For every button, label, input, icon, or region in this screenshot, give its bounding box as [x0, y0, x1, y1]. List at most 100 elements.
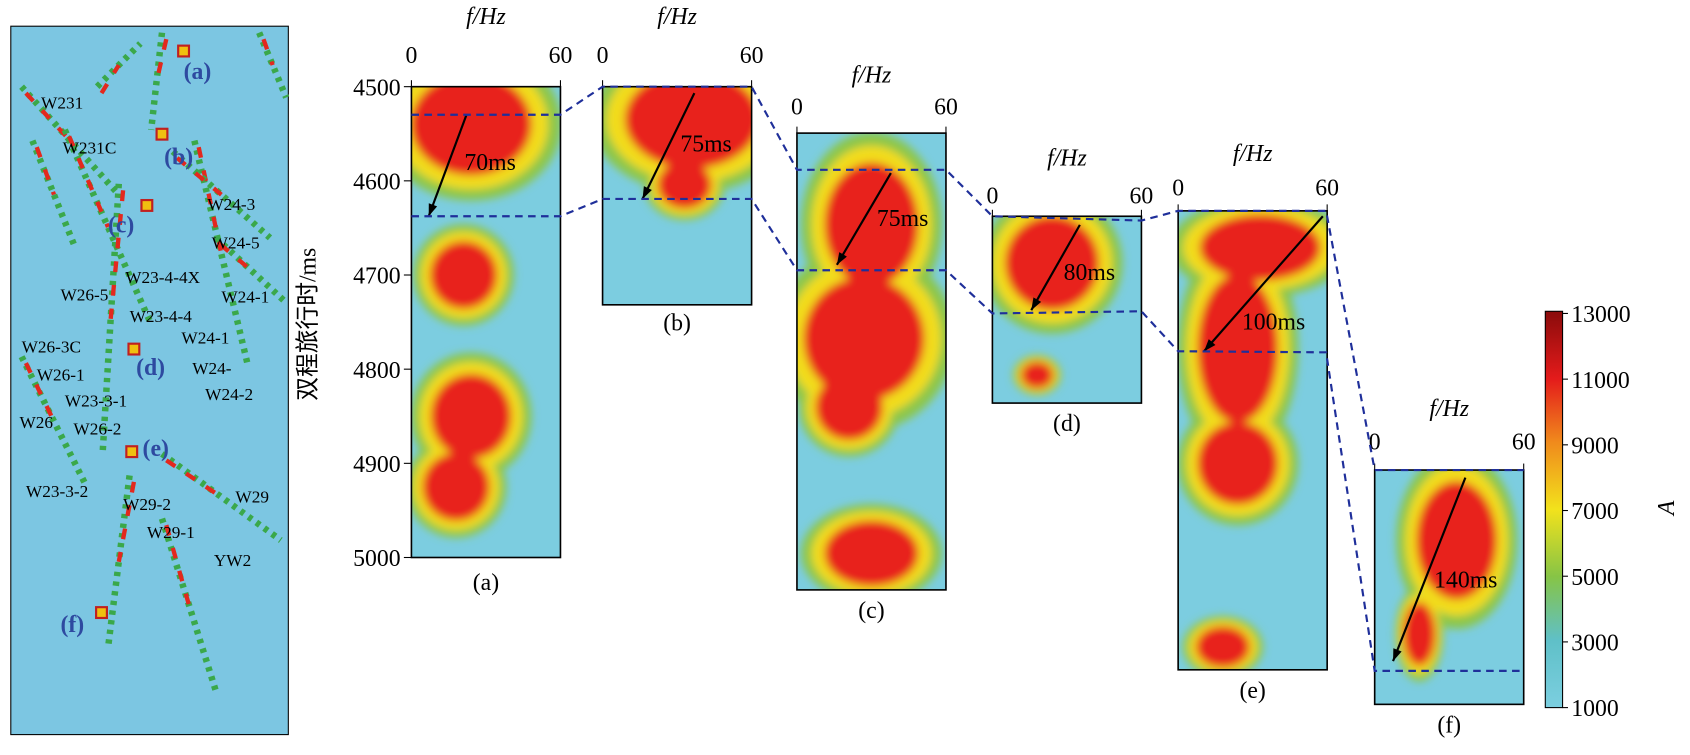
heat-blob	[1403, 602, 1436, 666]
map-streak	[61, 128, 155, 326]
x-tick-label: 0	[1172, 176, 1184, 202]
map-streak	[218, 242, 253, 272]
heat-blob	[411, 86, 532, 176]
heat-blob	[803, 276, 925, 401]
annotation: 70ms	[464, 150, 515, 176]
map-streak	[213, 235, 289, 306]
map-streak	[23, 362, 56, 423]
panel-label: (b)	[663, 311, 691, 337]
arrow-head	[428, 203, 438, 217]
heat-blob	[430, 241, 498, 309]
x-axis-label: f/Hz	[1233, 141, 1273, 167]
x-tick-label: 0	[405, 43, 417, 69]
panel-frame	[991, 215, 1143, 404]
arrow-head	[1031, 297, 1042, 311]
heatmap	[796, 133, 946, 590]
y-axis-label: 双程旅行时/ms	[294, 248, 321, 401]
site-marker	[127, 342, 141, 356]
heat-blob	[824, 520, 919, 587]
well-label: W23-3-2	[26, 482, 88, 501]
panel-frame	[1177, 210, 1328, 671]
well-label: W26-3C	[22, 337, 81, 356]
panel-frame	[410, 85, 562, 559]
well-label: YW2	[214, 551, 251, 570]
well-label: W231C	[63, 139, 117, 158]
arrow	[641, 92, 696, 200]
well-label: W26-5	[60, 285, 108, 304]
heat-blob	[624, 86, 752, 169]
site-marker	[140, 198, 154, 212]
arrow	[427, 114, 468, 217]
heatmap	[1395, 470, 1517, 682]
heat-blob	[422, 452, 490, 521]
site-label: (c)	[108, 212, 134, 238]
arrow-head	[1204, 339, 1216, 352]
heatmap	[1178, 210, 1328, 670]
dashed-horizon	[411, 197, 1524, 672]
heat-blob	[1199, 214, 1321, 281]
y-tick-label: 5000	[353, 546, 401, 572]
map-streak	[99, 183, 123, 455]
heat-blob	[1196, 626, 1250, 668]
x-tick-label: 0	[986, 183, 998, 209]
panel-label: (a)	[473, 570, 499, 596]
y-tick-label: 4900	[353, 452, 401, 478]
colorbar-tick-label: 1000	[1571, 696, 1619, 722]
heat-blob	[657, 161, 712, 209]
x-tick-label: 60	[740, 43, 764, 69]
arrow-head	[836, 252, 847, 265]
heat-blob	[430, 373, 512, 459]
colorbar-tick-label: 7000	[1571, 499, 1619, 525]
y-tick-label: 4600	[353, 169, 401, 195]
map-streak	[34, 146, 57, 196]
panel-frame	[1373, 469, 1525, 706]
x-tick-label: 0	[791, 95, 803, 121]
well-label: W24-5	[212, 234, 260, 253]
arrow	[1392, 477, 1467, 662]
x-axis-label: f/Hz	[1047, 146, 1087, 172]
spectrum-panel: 0 60 f/Hz (e) 100ms	[1172, 141, 1339, 704]
x-axis-label: f/Hz	[1429, 396, 1469, 422]
annotation: 80ms	[1064, 260, 1115, 286]
well-label: W26-2	[73, 419, 121, 438]
spectrum-panel: 0 60 f/Hz (a) 70ms	[405, 4, 572, 596]
panel-label: (d)	[1053, 411, 1081, 437]
map-streak	[261, 38, 275, 66]
map-streak	[165, 458, 223, 499]
x-tick-label: 60	[1315, 176, 1339, 202]
heat-blob	[815, 374, 883, 441]
x-tick-label: 60	[934, 95, 958, 121]
site-label: (b)	[164, 144, 193, 170]
map-streak	[158, 517, 220, 693]
map-frame	[10, 25, 289, 736]
map: W231 W231C W24-3 W24-5 W23-4-4X W26-5 W24-1 W23…	[18, 31, 290, 693]
well-label: W24-3	[207, 195, 255, 214]
site-marker	[155, 127, 169, 141]
heat-blob	[824, 162, 919, 287]
spectrum-panel: 0 60 f/Hz (c) 75ms	[791, 62, 958, 624]
map-streak	[196, 146, 224, 255]
heatmap	[602, 86, 752, 221]
spectrum-panel: 0 60 f/Hz (d) 80ms	[986, 146, 1153, 438]
well-label: W24-1	[181, 329, 229, 348]
colorbar-tick-label: 11000	[1571, 368, 1630, 394]
well-label: W23-4-4X	[125, 268, 200, 287]
site-marker	[95, 606, 108, 620]
site-marker	[125, 445, 139, 459]
panel-label: (e)	[1239, 678, 1265, 704]
panel-label: (c)	[858, 598, 884, 624]
colorbar-tick-label: 3000	[1571, 631, 1619, 657]
well-label: W29-2	[123, 495, 171, 514]
x-tick-label: 0	[597, 43, 609, 69]
panel-label: (f)	[1437, 712, 1461, 738]
site-label: (f)	[60, 612, 84, 638]
map-streak	[154, 38, 169, 82]
colorbar-tick-label: 13000	[1571, 302, 1630, 328]
site-label: (a)	[184, 59, 212, 85]
heat-blob	[1197, 421, 1278, 505]
y-tick-label: 4700	[353, 264, 401, 290]
heat-blob	[1197, 274, 1278, 423]
arrow	[1030, 224, 1081, 311]
arrow	[835, 172, 892, 266]
